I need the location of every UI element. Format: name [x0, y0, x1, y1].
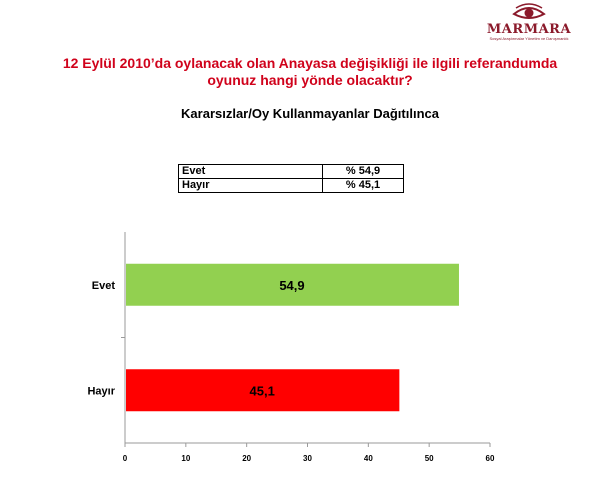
bar	[126, 369, 400, 412]
bar	[126, 263, 459, 306]
marmara-logo: MARMARA Sosyal Araştırmalar Yönetim ve D…	[470, 2, 588, 44]
chart-subtitle: Kararsızlar/Oy Kullanmayanlar Dağıtılınc…	[181, 106, 439, 121]
table-row: Evet % 54,9	[178, 164, 404, 179]
logo-wordmark: MARMARA	[486, 22, 572, 37]
x-tick-label: 30	[303, 454, 312, 463]
x-tick-label: 0	[123, 454, 128, 463]
x-tick-label: 10	[181, 454, 190, 463]
category-label: Evet	[92, 280, 116, 292]
data-label: 54,9	[279, 278, 304, 293]
x-tick-label: 20	[242, 454, 251, 463]
category-label: Hayır	[87, 385, 115, 397]
data-label: 45,1	[250, 383, 275, 398]
x-tick-label: 60	[486, 454, 495, 463]
eye-icon	[512, 3, 546, 19]
x-tick-label: 40	[364, 454, 373, 463]
row-value: % 45,1	[322, 178, 404, 193]
question-title: 12 Eylül 2010’da oylanacak olan Anayasa …	[62, 55, 558, 88]
row-label: Hayır	[178, 178, 323, 193]
summary-table: Evet % 54,9 Hayır % 45,1	[178, 164, 404, 193]
x-tick-label: 50	[425, 454, 434, 463]
logo-tagline: Sosyal Araştırmalar Yönetim ve Danışmanl…	[489, 36, 569, 41]
table-row: Hayır % 45,1	[178, 178, 404, 193]
